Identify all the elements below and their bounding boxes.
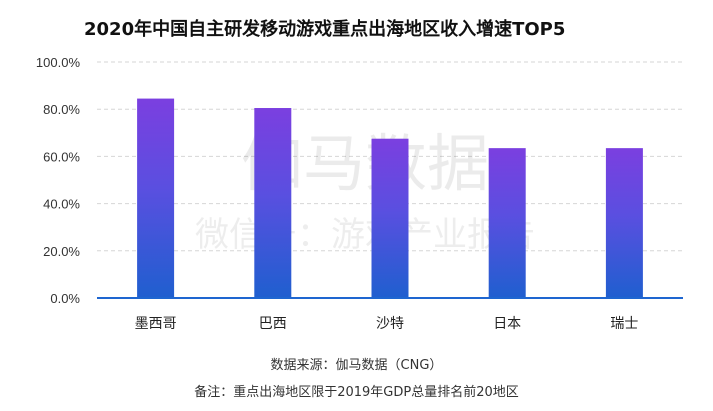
bar-4 <box>488 148 526 298</box>
source-note: 数据来源：伽马数据（CNG） <box>270 358 443 373</box>
remark-note: 备注：重点出海地区限于2019年GDP总量排名前20地区 <box>194 385 519 400</box>
y-tick-label: 100.0% <box>36 55 81 70</box>
y-tick-label: 60.0% <box>43 149 80 164</box>
y-tick-label: 20.0% <box>43 244 80 259</box>
x-tick-label: 日本 <box>493 316 521 332</box>
chart-title: 2020年中国自主研发移动游戏重点出海地区收入增速TOP5 <box>84 19 566 40</box>
x-tick-label: 瑞士 <box>610 316 638 332</box>
watermark: 伽马数据 微信号：游戏产业报告 <box>195 127 535 255</box>
bar-3 <box>371 138 409 298</box>
bar-2 <box>254 108 292 299</box>
watermark-sub: 微信号：游戏产业报告 <box>195 215 535 255</box>
bar-1 <box>137 98 175 298</box>
y-tick-label: 0.0% <box>50 291 80 306</box>
bars <box>137 98 643 299</box>
y-tick-label: 80.0% <box>43 102 80 117</box>
x-tick-label: 墨西哥 <box>135 316 177 332</box>
y-tick-label: 40.0% <box>43 197 80 212</box>
x-tick-label: 巴西 <box>259 316 287 332</box>
x-tick-label: 沙特 <box>376 316 404 332</box>
bar-5 <box>605 148 643 298</box>
y-axis-ticks: 0.0% 20.0% 40.0% 60.0% 80.0% 100.0% <box>36 55 81 306</box>
x-axis-ticks: 墨西哥 巴西 沙特 日本 瑞士 <box>135 316 639 332</box>
